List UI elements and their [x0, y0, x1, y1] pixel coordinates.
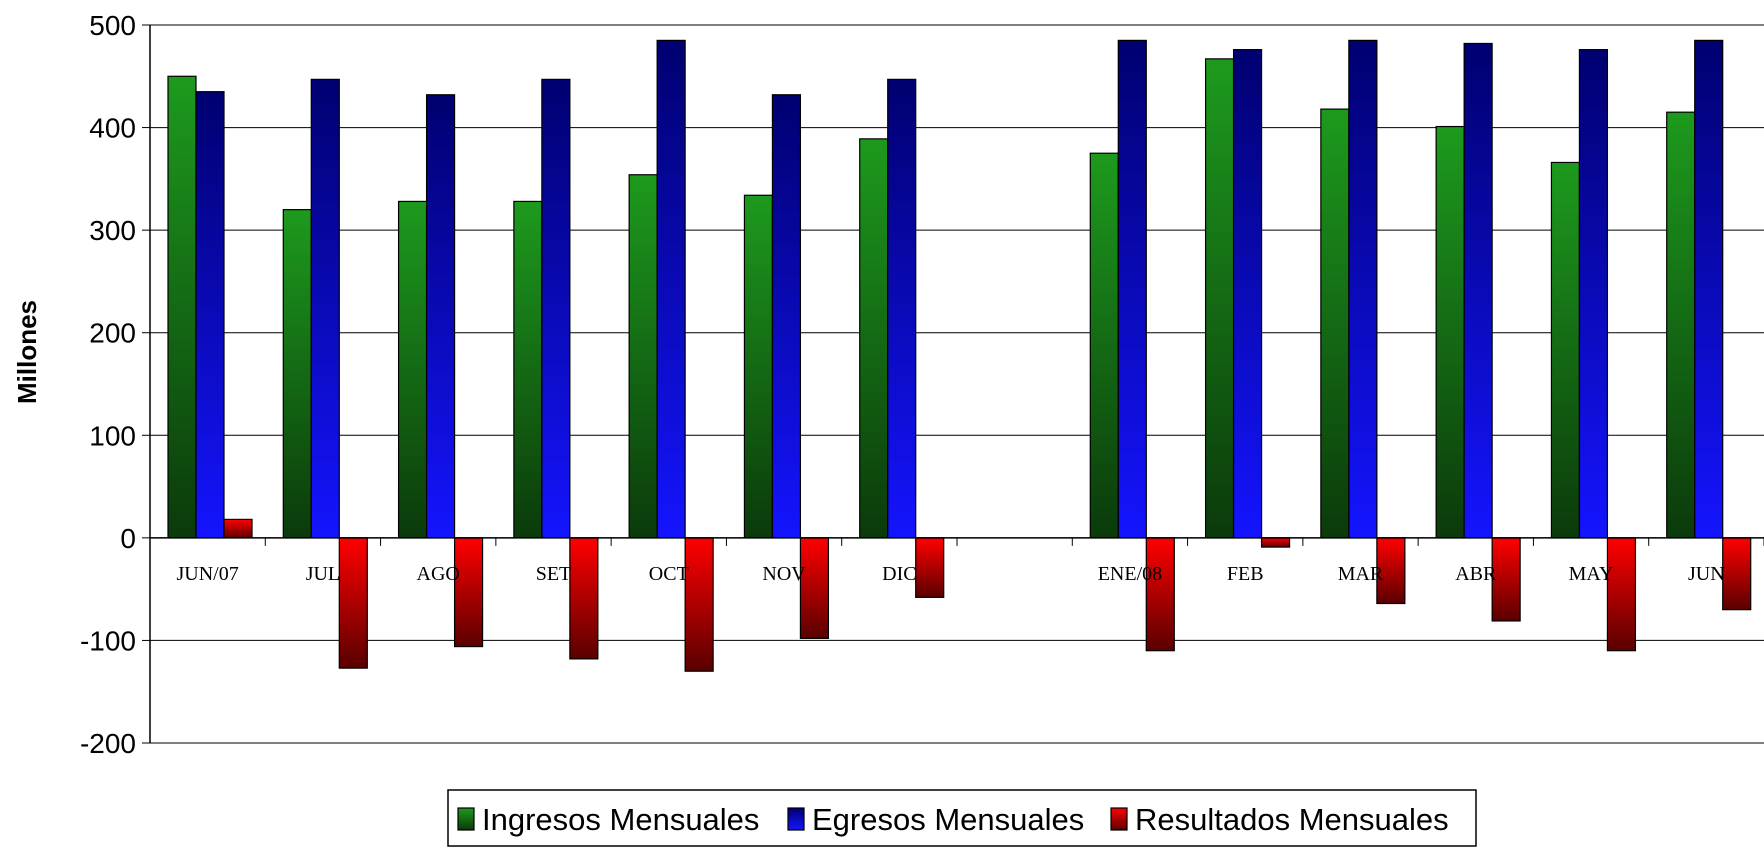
x-category-label: ABR [1455, 563, 1497, 585]
x-category-label: AGO [417, 563, 460, 585]
bar-egresos-mensuales [1694, 39, 1724, 539]
x-category-label: JUN [1688, 563, 1725, 585]
y-tick-label: -200 [80, 728, 136, 759]
bar-resultados-mensuales [799, 537, 830, 639]
legend: Ingresos Mensuales Egresos Mensuales Resul… [447, 789, 1477, 847]
bar-ingresos-mensuales [1666, 111, 1696, 539]
bar-egresos-mensuales [1463, 42, 1493, 539]
y-axis-label: Millones [12, 300, 42, 404]
bar-ingresos-mensuales [1089, 152, 1119, 539]
bar-ingresos-mensuales [1550, 161, 1581, 539]
x-category-label: SET [536, 563, 572, 585]
x-category-label: OCT [649, 563, 689, 585]
bar-resultados-mensuales [915, 537, 945, 598]
bar-resultados-mensuales [569, 537, 599, 660]
bar-egresos-mensuales [195, 91, 225, 539]
y-tick-label: 100 [89, 420, 136, 451]
bar-egresos-mensuales [1232, 49, 1263, 539]
bar-egresos-mensuales [887, 78, 917, 539]
x-category-label: JUL [306, 563, 340, 585]
y-tick-label: -100 [80, 625, 136, 656]
legend-label: Resultados Mensuales [1135, 802, 1449, 837]
bar-ingresos-mensuales [397, 200, 428, 539]
bar-resultados-mensuales [1145, 537, 1175, 652]
gridlines [150, 24, 1764, 744]
legend-swatch [1110, 807, 1128, 831]
x-category-label: JUN/07 [177, 563, 239, 585]
axes [142, 24, 1764, 744]
y-tick-label: 400 [89, 113, 136, 144]
x-category-label: ENE/08 [1098, 563, 1162, 585]
bar-ingresos-mensuales [859, 138, 889, 539]
bar-ingresos-mensuales [513, 200, 543, 539]
y-tick-label: 200 [89, 318, 136, 349]
bar-resultados-mensuales [1606, 537, 1637, 652]
bar-egresos-mensuales [1117, 39, 1147, 539]
bar-resultados-mensuales [1722, 537, 1752, 611]
bar-resultados-mensuales [453, 537, 484, 648]
bar-ingresos-mensuales [1320, 108, 1350, 539]
x-category-label: MAY [1569, 563, 1614, 585]
legend-label: Egresos Mensuales [812, 802, 1084, 837]
bar-ingresos-mensuales [628, 174, 658, 539]
bar-ingresos-mensuales [1204, 58, 1235, 539]
y-tick-label: 500 [89, 10, 136, 41]
y-tick-label: 300 [89, 215, 136, 246]
x-category-label: DIC [882, 563, 916, 585]
bar-resultados-mensuales [684, 537, 714, 672]
bar-ingresos-mensuales [1435, 125, 1465, 539]
legend-swatch [457, 807, 475, 831]
bar-egresos-mensuales [425, 94, 456, 539]
bar-egresos-mensuales [541, 78, 571, 539]
legend-swatch [787, 807, 805, 831]
bar-ingresos-mensuales [743, 194, 774, 539]
bar-resultados-mensuales [338, 537, 368, 669]
y-tick-label: 0 [120, 523, 136, 554]
bars [167, 39, 1752, 672]
bar-egresos-mensuales [1578, 49, 1609, 539]
x-category-label: NOV [762, 563, 806, 585]
bar-resultados-mensuales [223, 518, 253, 539]
bar-egresos-mensuales [1348, 39, 1378, 539]
bar-resultados-mensuales [1491, 537, 1521, 622]
bar-egresos-mensuales [656, 39, 686, 539]
bar-egresos-mensuales [771, 94, 802, 539]
legend-label: Ingresos Mensuales [482, 802, 759, 837]
x-category-label: MAR [1338, 563, 1384, 585]
bar-resultados-mensuales [1260, 537, 1291, 548]
bar-ingresos-mensuales [282, 209, 312, 539]
bar-resultados-mensuales [1376, 537, 1406, 605]
x-category-label: FEB [1227, 563, 1264, 585]
bar-ingresos-mensuales [167, 75, 197, 539]
bar-egresos-mensuales [310, 78, 340, 539]
axis-labels: 500 400 300 200 100 0 -100 -200 JUN/07 JUL AGO SET O… [80, 10, 1725, 759]
legend-box [447, 789, 1477, 847]
